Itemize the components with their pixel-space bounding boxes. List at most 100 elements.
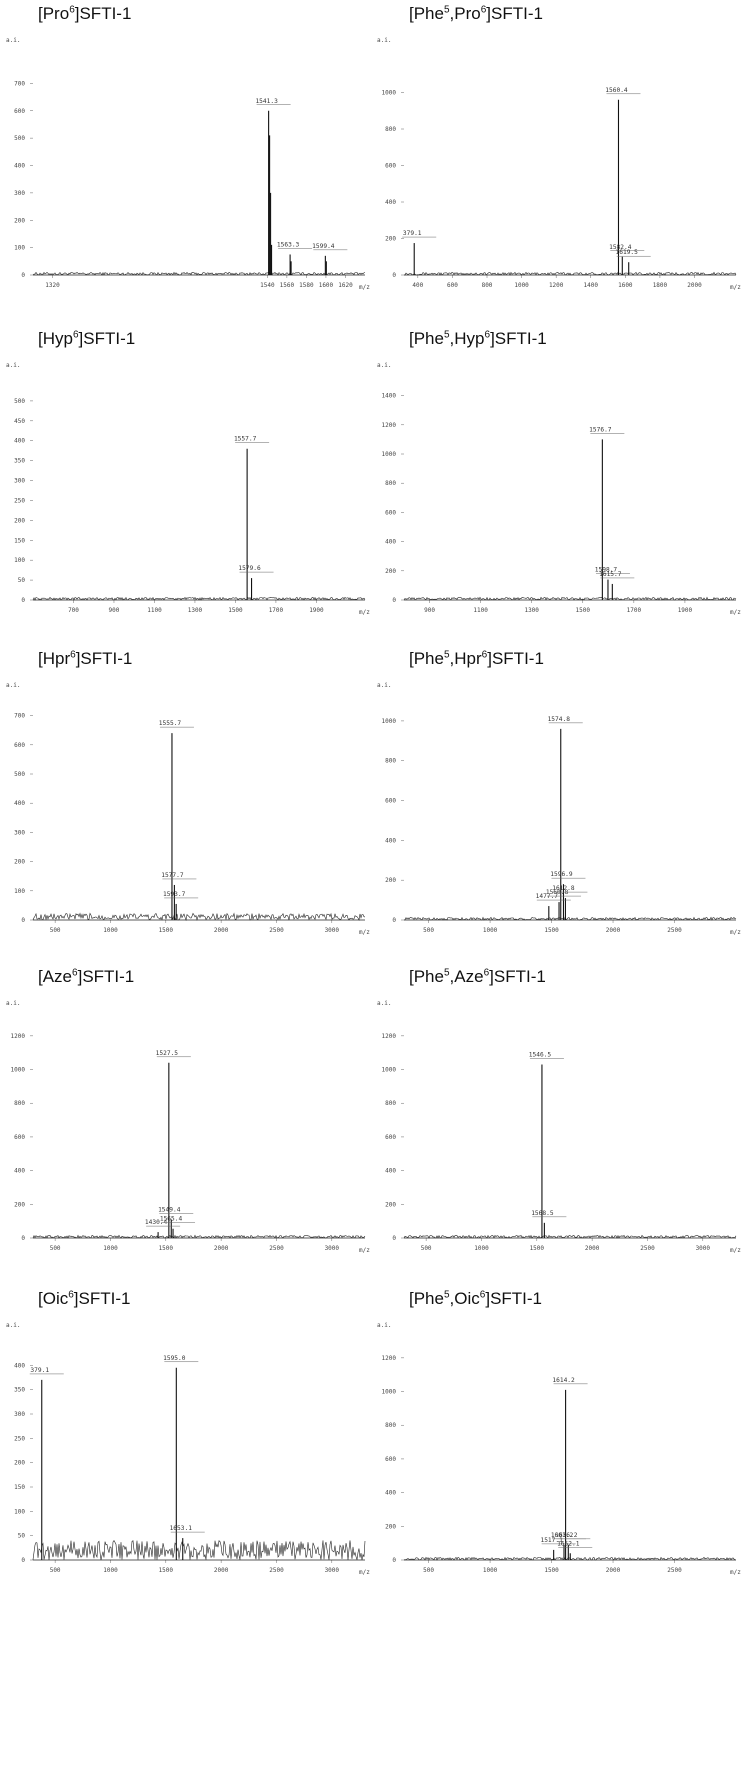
x-tick-label: 2500 (667, 927, 682, 934)
x-tick-label: 3000 (696, 1245, 711, 1252)
peak-label: 1517.1 (540, 1537, 563, 1544)
y-tick-label: 400 (385, 199, 396, 206)
title-text: ]SFTI-1 (78, 329, 136, 348)
title-superscript: 6 (68, 1289, 74, 1301)
x-tick-label: 1000 (514, 282, 529, 289)
x-tick-label: 1620 (338, 282, 353, 289)
x-axis-label: m/z (359, 929, 370, 936)
baseline-trace (32, 271, 366, 276)
x-tick-label: 2000 (585, 1245, 600, 1252)
peak-label: 1619.5 (616, 249, 639, 256)
peak-label: 1546.5 (529, 1051, 552, 1058)
y-tick-label: 400 (385, 539, 396, 546)
y-tick-label: 600 (14, 1134, 25, 1141)
x-tick-label: 1300 (188, 607, 203, 614)
title-text: [Hyp (38, 329, 73, 348)
peak-label: 1477.7 (536, 893, 559, 900)
title-superscript: 6 (70, 649, 76, 661)
peak-label: 1560.8 (546, 889, 569, 896)
peak-label: 1557.7 (234, 436, 257, 443)
spectrum-svg: a.i. m/z 0 200 400 600 800 1000 500 1000 1500 2000 2… (377, 682, 741, 936)
y-tick-label: 1200 (11, 1033, 26, 1040)
title-text: [Aze (38, 967, 73, 986)
chart-title: [Phe5,Hpr6]SFTI-1 (409, 649, 544, 669)
title-superscript: 6 (72, 967, 78, 979)
peak-label: 1541.3 (255, 98, 278, 105)
y-tick-label: 200 (14, 517, 25, 524)
chart-title: [Aze6]SFTI-1 (38, 967, 134, 987)
y-tick-label: 200 (385, 568, 396, 575)
title-text: ]SFTI-1 (75, 649, 133, 668)
spectrum-svg: a.i. m/z 0 50 100 150 200 250 300 350 400 450 500 700… (6, 362, 370, 616)
title-text: ]SFTI-1 (77, 967, 135, 986)
x-tick-label: 500 (423, 927, 434, 934)
y-tick-label: 250 (14, 497, 25, 504)
y-tick-label: 400 (385, 1168, 396, 1175)
x-tick-label: 1500 (576, 607, 591, 614)
spectrum-panel: a.i. m/z 0 100 200 300 400 500 600 700 500 1000 1500… (0, 645, 371, 1000)
y-tick-label: 800 (385, 1422, 396, 1429)
x-tick-label: 1000 (103, 927, 118, 934)
x-tick-label: 1500 (544, 1567, 559, 1574)
chart-title: [Phe5,Oic6]SFTI-1 (409, 1289, 542, 1309)
title-text: ]SFTI-1 (485, 1289, 543, 1308)
spectrum-panel: a.i. m/z 0 200 400 600 800 1000 1200 1400 900 1100 1… (371, 325, 742, 680)
y-tick-label: 0 (392, 1235, 396, 1242)
x-tick-label: 2500 (269, 927, 284, 934)
x-tick-label: 1700 (269, 607, 284, 614)
y-tick-label: 600 (385, 509, 396, 516)
y-tick-label: 800 (385, 758, 396, 765)
title-superscript: 6 (72, 329, 79, 341)
y-tick-label: 1000 (382, 1067, 397, 1074)
x-tick-label: 800 (482, 282, 493, 289)
title-text: ,Aze (449, 967, 484, 986)
spectrum-svg: a.i. m/z 0 50 100 150 200 250 300 350 400 500 1000 15… (6, 1322, 370, 1576)
x-tick-label: 1000 (474, 1245, 489, 1252)
title-text: ,Oic (449, 1289, 480, 1308)
x-tick-label: 2500 (269, 1245, 284, 1252)
title-text: [Phe (409, 1289, 444, 1308)
title-text: ,Hpr (449, 649, 482, 668)
y-tick-label: 1200 (382, 1033, 397, 1040)
x-tick-label: 900 (109, 607, 120, 614)
y-tick-label: 350 (14, 1387, 25, 1394)
y-tick-label: 200 (14, 859, 25, 866)
spectrum-svg: a.i. m/z 0 200 400 600 800 1000 400 600 800 1000 120… (377, 37, 741, 291)
y-tick-label: 100 (14, 1508, 25, 1515)
peak-label: 1568.5 (531, 1210, 554, 1217)
y-axis-label: a.i. (6, 1000, 20, 1007)
y-tick-label: 1200 (382, 422, 397, 429)
y-tick-label: 0 (21, 1235, 25, 1242)
peak-label: 1614.2 (552, 1377, 575, 1384)
title-superscript: 6 (480, 4, 487, 16)
y-tick-label: 1200 (382, 1355, 397, 1362)
y-tick-label: 200 (14, 217, 25, 224)
y-tick-label: 600 (385, 798, 396, 805)
x-tick-label: 1000 (483, 927, 498, 934)
y-tick-label: 0 (392, 1557, 396, 1564)
x-axis-label: m/z (730, 1569, 741, 1576)
y-tick-label: 600 (14, 742, 25, 749)
title-text: ]SFTI-1 (486, 4, 543, 23)
chart-title: [Phe5,Aze6]SFTI-1 (409, 967, 546, 987)
title-superscript: 5 (443, 1289, 450, 1301)
y-tick-label: 150 (14, 537, 25, 544)
spectrum-svg: a.i. m/z 0 100 200 300 400 500 600 700 500 1000 1500… (6, 682, 370, 936)
peak-label: 1574.8 (548, 716, 571, 723)
x-tick-label: 3000 (325, 927, 340, 934)
x-tick-label: 2500 (269, 1567, 284, 1574)
spectrum-panel: a.i. m/z 0 50 100 150 200 250 300 350 400 500 1000 15… (0, 1285, 371, 1640)
y-tick-label: 600 (385, 1134, 396, 1141)
y-tick-label: 1400 (382, 393, 397, 400)
y-tick-label: 400 (14, 163, 25, 170)
x-tick-label: 500 (50, 927, 61, 934)
peak-label: 1555.7 (159, 720, 182, 727)
chart-title: [Hyp6]SFTI-1 (38, 329, 135, 349)
y-tick-label: 250 (14, 1435, 25, 1442)
spectrum-panel: a.i. m/z 0 200 400 600 800 1000 1200 500 1000 1500 2… (371, 1285, 742, 1640)
title-text: [Pro (38, 4, 70, 23)
x-tick-label: 1400 (584, 282, 599, 289)
peak-label: 1560.4 (605, 87, 628, 94)
y-tick-label: 150 (14, 1484, 25, 1491)
peak-label: 1593.7 (163, 891, 186, 898)
